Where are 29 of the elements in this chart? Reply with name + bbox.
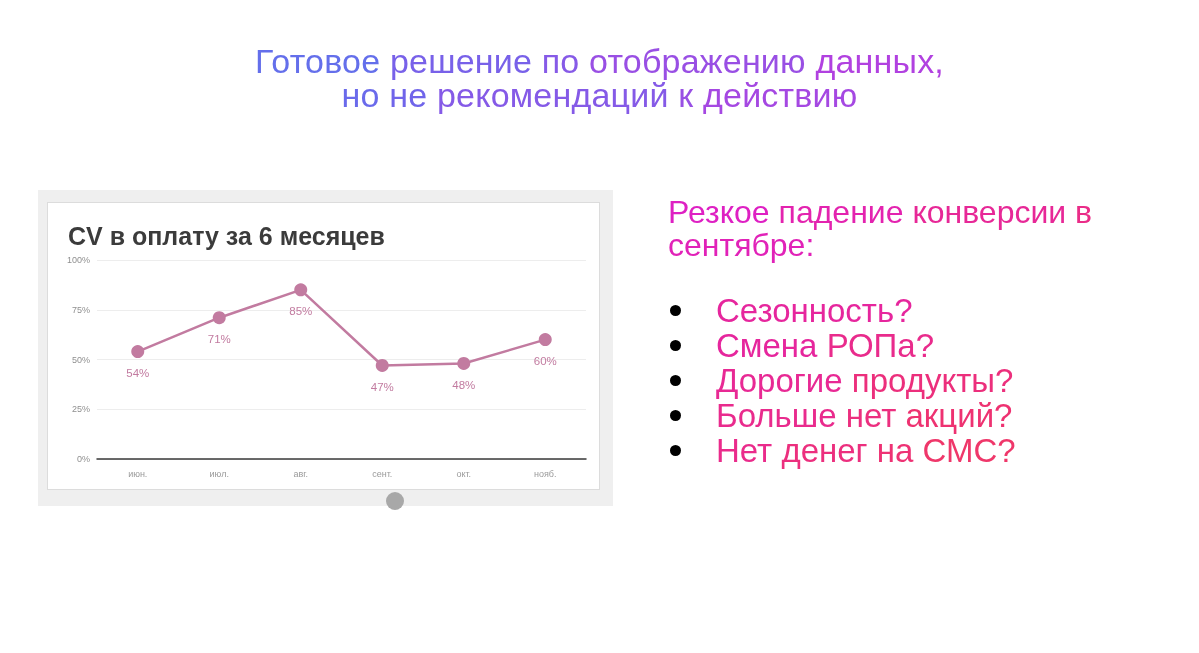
point — [457, 356, 471, 370]
point — [538, 333, 552, 347]
chart-title: CV в оплату за 6 месяцев — [68, 221, 385, 250]
point — [212, 311, 226, 325]
y-tick-label: 0% — [76, 454, 90, 464]
data-label: 54% — [126, 367, 150, 380]
y-tick-label: 50% — [71, 354, 90, 365]
text: Сезонность? — [716, 292, 913, 329]
x-tick-label: авг. — [293, 468, 308, 479]
x-tick-label: нояб. — [533, 468, 557, 479]
y-tick-label: 75% — [71, 304, 90, 315]
point — [294, 283, 308, 297]
point — [131, 345, 145, 359]
data-label: 85% — [289, 305, 313, 318]
y-tick-label: 25% — [71, 404, 90, 415]
text: Дорогие продукты? — [716, 362, 1014, 399]
text: Смена РОПа? — [716, 327, 935, 364]
x-tick-label: сент. — [372, 468, 393, 479]
x-tick-label: июн. — [128, 468, 148, 479]
data-label: 71% — [207, 333, 231, 346]
x-tick-label: окт. — [456, 468, 472, 479]
data-label: 48% — [452, 378, 476, 391]
data-label: 47% — [370, 380, 394, 393]
chart-title: Готовое решение по отображению данных, но не рекомендаций к действию — [254, 42, 945, 114]
point — [375, 358, 389, 372]
chart-title: Резкое падение конверсии в сентябре: — [668, 194, 1093, 263]
data-label: 60% — [533, 355, 557, 368]
y-tick-label: 100% — [66, 255, 90, 265]
x-tick-label: июл. — [209, 468, 229, 479]
